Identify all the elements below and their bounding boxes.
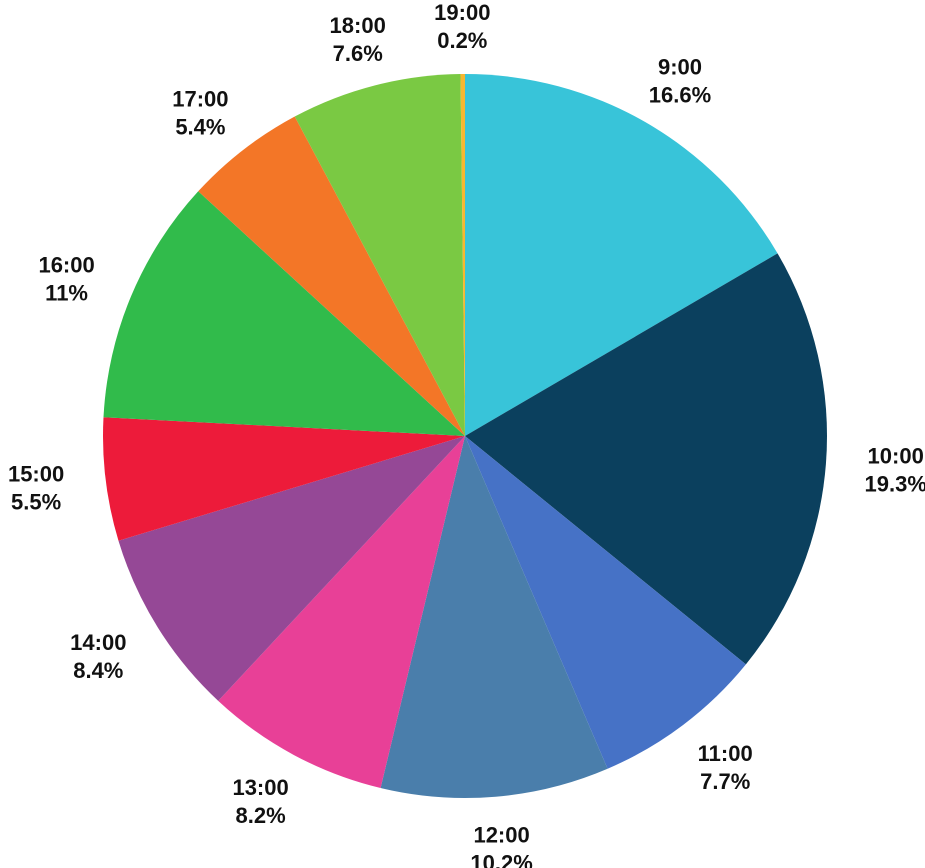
slice-time-label: 16:00 [38, 253, 94, 278]
slice-label-17-00: 17:00 5.4% [172, 86, 228, 139]
pie-slice-12-00 [380, 436, 608, 798]
pie-labels: 9:00 16.6% 10:00 19.3% 11:00 7.7% 12:00 10.2% 13… [8, 0, 925, 868]
pie-slice-14-00 [118, 436, 465, 701]
slice-percent-label: 7.6% [333, 41, 383, 66]
slice-label-16-00: 16:00 11% [38, 253, 94, 306]
slice-label-13-00: 13:00 8.2% [232, 775, 288, 828]
slice-time-label: 15:00 [8, 462, 64, 487]
slice-label-14-00: 14:00 8.4% [70, 630, 126, 683]
pie-slice-11-00 [465, 436, 746, 769]
slice-percent-label: 7.7% [700, 769, 750, 794]
slice-time-label: 18:00 [330, 13, 386, 38]
slice-time-label: 12:00 [473, 823, 529, 848]
slice-percent-label: 5.4% [175, 114, 225, 139]
slice-time-label: 9:00 [658, 55, 702, 80]
pie-slice-13-00 [218, 436, 465, 789]
slice-time-label: 13:00 [232, 775, 288, 800]
slice-percent-label: 19.3% [865, 472, 925, 497]
slice-label-18-00: 18:00 7.6% [330, 13, 386, 66]
pie-slice-9-00 [465, 74, 778, 436]
pie-slices [103, 74, 828, 798]
slice-percent-label: 16.6% [649, 83, 711, 108]
slice-label-19-00: 19:00 0.2% [434, 0, 490, 53]
pie-slice-10-00 [465, 253, 828, 665]
pie-slice-17-00 [198, 116, 465, 436]
slice-time-label: 17:00 [172, 86, 228, 111]
pie-slice-18-00 [294, 74, 465, 436]
slice-percent-label: 10.2% [470, 851, 532, 868]
slice-time-label: 19:00 [434, 0, 490, 25]
slice-label-10-00: 10:00 19.3% [865, 444, 925, 497]
slice-label-11-00: 11:00 7.7% [698, 741, 753, 794]
slice-percent-label: 5.5% [11, 490, 61, 515]
slice-time-label: 14:00 [70, 630, 126, 655]
slice-label-9-00: 9:00 16.6% [649, 55, 711, 108]
pie-slice-15-00 [103, 417, 465, 541]
slice-label-15-00: 15:00 5.5% [8, 462, 64, 515]
slice-percent-label: 8.2% [236, 803, 286, 828]
slice-time-label: 11:00 [698, 741, 753, 766]
slice-percent-label: 0.2% [437, 28, 487, 53]
pie-slice-16-00 [103, 191, 466, 436]
slice-label-12-00: 12:00 10.2% [470, 823, 532, 868]
slice-time-label: 10:00 [868, 444, 924, 469]
pie-slice-19-00 [460, 74, 465, 436]
slice-percent-label: 8.4% [73, 658, 123, 683]
slice-percent-label: 11% [45, 281, 88, 306]
